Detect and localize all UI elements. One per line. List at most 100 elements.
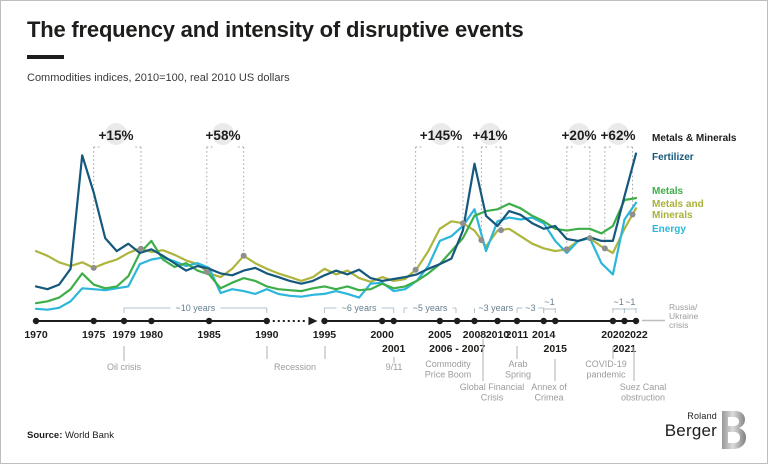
- pct-bubble: [479, 123, 501, 145]
- axis-year-dot: [32, 317, 40, 325]
- pct-annotation: +20%: [562, 128, 597, 143]
- measurement-dot: [90, 264, 97, 271]
- pct-bubble: [568, 123, 590, 145]
- bracket-label: ~6 years: [342, 303, 377, 313]
- axis-year-dot: [552, 317, 559, 325]
- bracket-label: ~3: [525, 303, 535, 313]
- axis-year-label: 1985: [197, 329, 221, 341]
- bracket-label: ~10 years: [175, 303, 215, 313]
- event-label-recession: Recession: [274, 362, 316, 372]
- measurement-dot: [586, 235, 593, 242]
- pct-annotation: +58%: [206, 128, 241, 143]
- pct-annotation: +41%: [473, 128, 508, 143]
- axis-year-dot: [632, 317, 640, 325]
- source-label: Source:: [27, 430, 63, 441]
- bracket-label: ~1: [625, 297, 635, 307]
- axis-year-dot: [436, 317, 444, 325]
- axis-year-label: 2011: [506, 329, 529, 341]
- event-label-commodity-boom: Price Boom: [425, 370, 472, 380]
- axis-year-dot: [378, 317, 386, 325]
- axis-arrow-icon: [308, 316, 318, 326]
- event-label-nine-eleven: 9/11: [386, 362, 403, 372]
- bracket-label: ~5 years: [413, 303, 448, 313]
- roland-berger-b-icon: [722, 411, 746, 449]
- subtitle: Commodities indices, 2010=100, real 2010…: [27, 72, 290, 84]
- axis-year-dot: [471, 317, 478, 325]
- axis-year-dot: [540, 317, 547, 325]
- measurement-dot: [412, 266, 419, 273]
- event-label-covid-pandemic: pandemic: [586, 370, 626, 380]
- axis-year-label-row2: 2015: [544, 343, 568, 355]
- measurement-dot: [498, 227, 504, 234]
- measurement-dot: [459, 220, 466, 227]
- axis-year-label: 2005: [428, 329, 452, 341]
- event-label-suez-canal: Suez Canal: [620, 382, 667, 392]
- legend-label-metals: Metals: [652, 186, 684, 197]
- event-label-covid-pandemic: COVID-19: [585, 359, 627, 369]
- extension-label: Russia/: [669, 302, 698, 312]
- axis-year-dot: [621, 317, 628, 325]
- event-label-arab-spring: Arab: [508, 359, 527, 369]
- axis-year-dot: [513, 317, 521, 325]
- axis-year-dot: [148, 317, 155, 325]
- event-label-arab-spring: Spring: [505, 370, 531, 380]
- page-title: The frequency and intensity of disruptiv…: [27, 17, 524, 42]
- title-underline: [27, 55, 64, 59]
- axis-year-label-row2: 2006 - 2007: [429, 343, 485, 355]
- event-label-annex-crimea: Crimea: [534, 393, 563, 403]
- axis-year-label: 2020: [601, 329, 625, 341]
- series-line-energy: [34, 201, 638, 311]
- measurement-dot: [240, 252, 247, 259]
- axis-year-label: 2010: [486, 329, 510, 341]
- axis-year-label: 1979: [112, 329, 136, 341]
- source-value: World Bank: [65, 430, 114, 441]
- axis-year-dot: [453, 317, 461, 325]
- axis-year-label: 1995: [313, 329, 337, 341]
- axis-year-dot: [90, 317, 97, 325]
- bracket-label: ~1: [614, 297, 624, 307]
- axis-year-dot: [609, 317, 617, 325]
- logo-roland-text: Roland: [687, 411, 717, 421]
- pct-annotation: +145%: [420, 128, 462, 143]
- axis-year-dot: [120, 317, 128, 325]
- axis-year-label: 1970: [24, 329, 48, 341]
- axis-year-label: 2008: [463, 329, 487, 341]
- event-label-global-financial: Crisis: [481, 393, 504, 403]
- axis-year-label-row2: 2021: [613, 343, 637, 355]
- legend-label-energy: Energy: [652, 224, 686, 235]
- logo-berger-text: Berger: [664, 421, 717, 440]
- event-label-annex-crimea: Annex of: [531, 382, 567, 392]
- axis-year-dot: [494, 317, 501, 325]
- event-label-suez-canal: obstruction: [621, 393, 665, 403]
- legend-label-fertilizer: Fertilizer: [652, 152, 694, 163]
- measurement-dot: [138, 245, 144, 252]
- measurement-dot: [629, 211, 636, 218]
- pct-bubble: [105, 123, 127, 145]
- axis-year-label: 1980: [140, 329, 164, 341]
- measurement-dot: [478, 237, 485, 244]
- measurement-dot: [601, 245, 608, 252]
- axis-year-label: 1975: [82, 329, 106, 341]
- bracket-label: ~1: [544, 297, 554, 307]
- axis-year-dot: [390, 317, 397, 325]
- axis-year-label: 2022: [624, 329, 648, 341]
- pct-bubble: [430, 123, 452, 145]
- axis-year-label: 2000: [370, 329, 394, 341]
- pct-bubble: [607, 123, 629, 145]
- pct-annotation: +15%: [99, 128, 134, 143]
- source-note: Source: World Bank: [27, 430, 114, 441]
- legend-label-metals-and-minerals: Metals and Minerals: [652, 199, 704, 221]
- event-label-commodity-boom: Commodity: [425, 359, 471, 369]
- pct-bubble: [212, 123, 234, 145]
- event-label-oil-crisis: Oil crisis: [107, 362, 141, 372]
- axis-year-label: 2014: [532, 329, 556, 341]
- axis-year-label: 1990: [255, 329, 279, 341]
- axis-year-dot: [321, 317, 328, 325]
- measurement-dot: [563, 246, 570, 253]
- axis-year-dot: [205, 317, 213, 325]
- event-label-global-financial: Global Financial: [460, 382, 525, 392]
- legend-label-metals-minerals-annotation: Metals & Minerals: [652, 133, 737, 144]
- extension-label: Ukraine: [669, 311, 699, 321]
